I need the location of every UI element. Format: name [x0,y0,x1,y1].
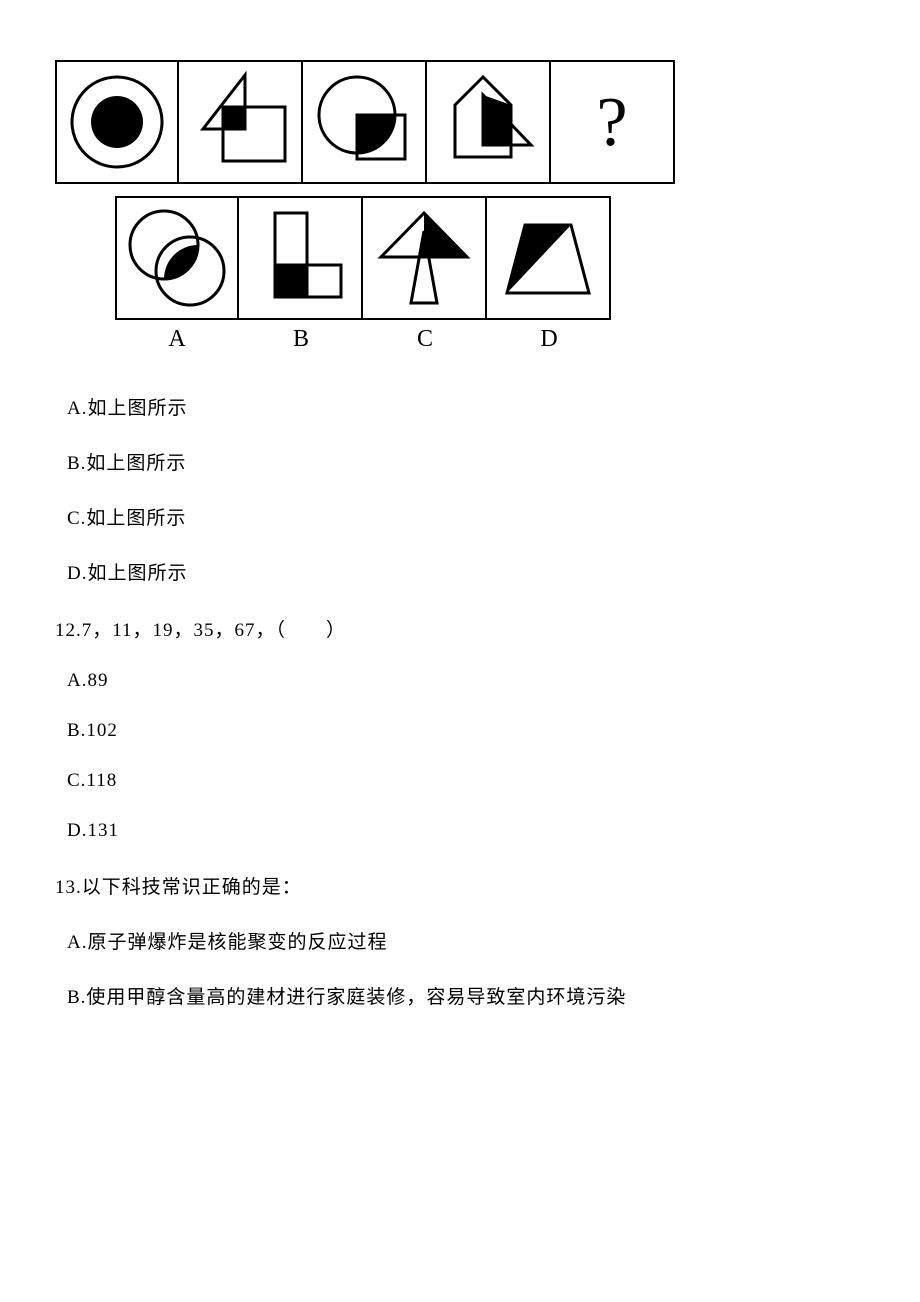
triangle-arrow-icon [369,203,479,313]
two-circles-icon [122,203,232,313]
q13-stem: 13.以下科技常识正确的是： [55,872,865,899]
q13-option-b: B.使用甲醇含量高的建材进行家庭装修，容易导致室内环境污染 [67,982,865,1009]
q11-option-d: D.如上图所示 [67,558,865,585]
q12-option-b: B.102 [67,720,865,742]
pattern-cell-2 [179,60,303,184]
triangle-square-icon [185,67,295,177]
q13-option-a: A.原子弹爆炸是核能聚变的反应过程 [67,927,865,954]
trapezoid-icon [493,203,603,313]
q11-option-b: B.如上图所示 [67,448,865,475]
label-c: C [363,326,487,353]
label-b: B [239,326,363,353]
question-mark-icon: ? [557,67,667,177]
q12-option-d: D.131 [67,820,865,842]
answer-cell-b [239,196,363,320]
pattern-row-2 [115,196,865,320]
house-triangle-icon [433,67,543,177]
circle-in-circle-icon [62,67,172,177]
circle-square-icon [309,67,419,177]
q12-stem: 12.7，11，19，35，67，（ ） [55,615,865,642]
pattern-row-1: ? [55,60,865,184]
rect-l-icon [245,203,355,313]
q11-option-c: C.如上图所示 [67,503,865,530]
label-d: D [487,326,611,353]
svg-text:?: ? [596,84,627,161]
pattern-cell-3 [303,60,427,184]
q11-option-a: A.如上图所示 [67,393,865,420]
q12-option-c: C.118 [67,770,865,792]
answer-cell-c [363,196,487,320]
answer-labels-row: A B C D [115,326,865,353]
answer-cell-d [487,196,611,320]
pattern-cell-1 [55,60,179,184]
label-a: A [115,326,239,353]
q12-option-a: A.89 [67,670,865,692]
pattern-cell-4 [427,60,551,184]
pattern-cell-5: ? [551,60,675,184]
answer-cell-a [115,196,239,320]
